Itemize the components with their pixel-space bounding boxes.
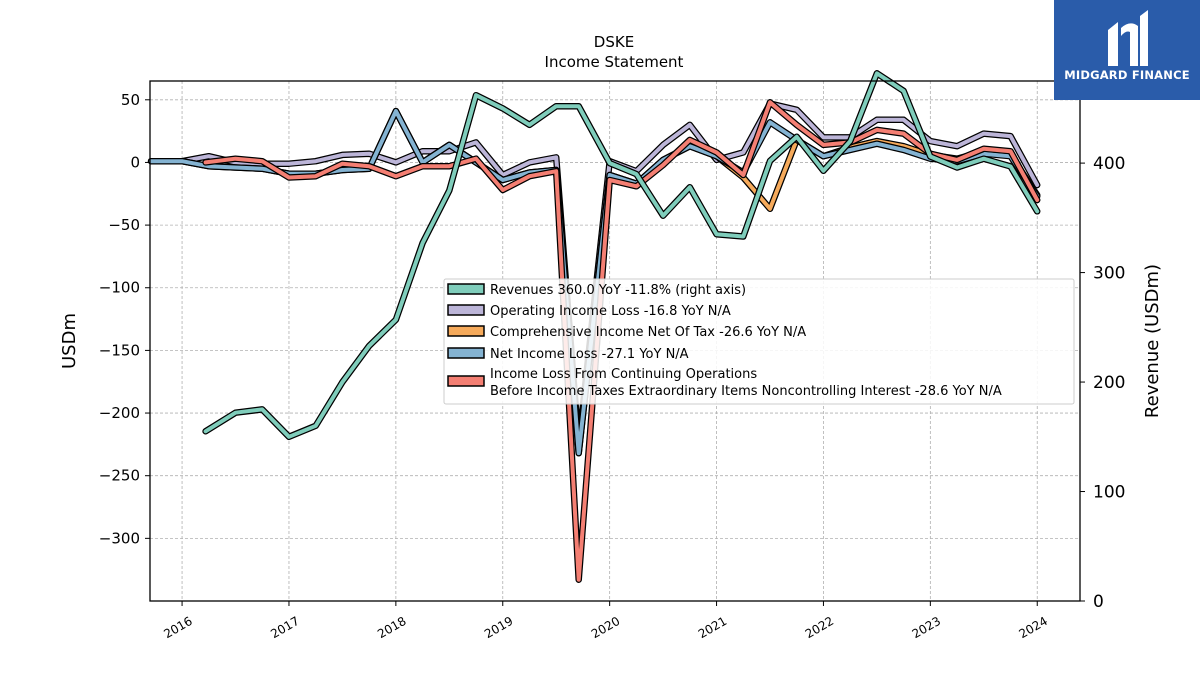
y-tick-label-left: −200: [99, 404, 140, 422]
x-tick-label: 2017: [268, 614, 301, 641]
legend-swatch: [447, 304, 485, 316]
legend-box: [443, 278, 1075, 405]
series-line: [203, 71, 1040, 439]
x-tick-label: 2022: [803, 614, 836, 641]
y-tick-label-right: 400: [1093, 154, 1125, 174]
legend-label: Operating Income Loss -16.8 YoY N/A: [490, 304, 731, 319]
legend-label: Revenues 360.0 YoY -11.8% (right axis): [490, 283, 746, 298]
x-tick-label: 2019: [482, 614, 515, 641]
y-tick-label-left: −100: [99, 279, 140, 297]
legend-label: Income Loss From Continuing Operations: [490, 367, 757, 382]
brand-mark-icon: [1108, 10, 1148, 66]
chart-subtitle: Income Statement: [545, 53, 684, 71]
y-tick-label-right: 300: [1093, 264, 1125, 284]
series-line: [203, 100, 1040, 582]
y-tick-label-right: 100: [1093, 483, 1125, 503]
y-tick-label-left: −150: [99, 341, 140, 359]
y-tick-label-left: −250: [99, 467, 140, 485]
y-tick-label-right: 200: [1093, 373, 1125, 393]
legend-swatch: [447, 325, 485, 337]
legend-label: Comprehensive Income Net Of Tax -26.6 Yo…: [490, 325, 806, 340]
y-axis-label-left: USDm: [59, 313, 80, 369]
legend: Revenues 360.0 YoY -11.8% (right axis) Op…: [443, 278, 1075, 405]
x-tick-label: 2018: [375, 614, 408, 641]
legend-label: Before Income Taxes Extraordinary Items …: [490, 384, 1002, 399]
legend-swatch: [447, 375, 485, 387]
x-tick-label: 2023: [910, 614, 943, 641]
legend-label: Net Income Loss -27.1 YoY N/A: [490, 347, 689, 362]
y-tick-label-left: 50: [121, 91, 140, 109]
y-tick-label-left: 0: [130, 153, 140, 171]
brand-name: MIDGARD FINANCE: [1064, 68, 1190, 82]
y-tick-label-left: −300: [99, 529, 140, 547]
x-tick-label: 2024: [1017, 614, 1050, 641]
y-axis-label-right: Revenue (USDm): [1142, 264, 1163, 418]
plot-frame: [149, 80, 1081, 602]
y-tick-label-right: 0: [1093, 592, 1104, 612]
x-tick-label: 2021: [696, 614, 729, 641]
legend-swatch: [447, 347, 485, 359]
x-tick-label: 2020: [589, 614, 622, 641]
brand-logo: MIDGARD FINANCE: [1054, 0, 1200, 100]
y-tick-label-left: −50: [108, 216, 140, 234]
legend-swatch: [447, 283, 485, 295]
x-tick-label: 2016: [161, 614, 194, 641]
chart-title: DSKE: [594, 33, 634, 51]
